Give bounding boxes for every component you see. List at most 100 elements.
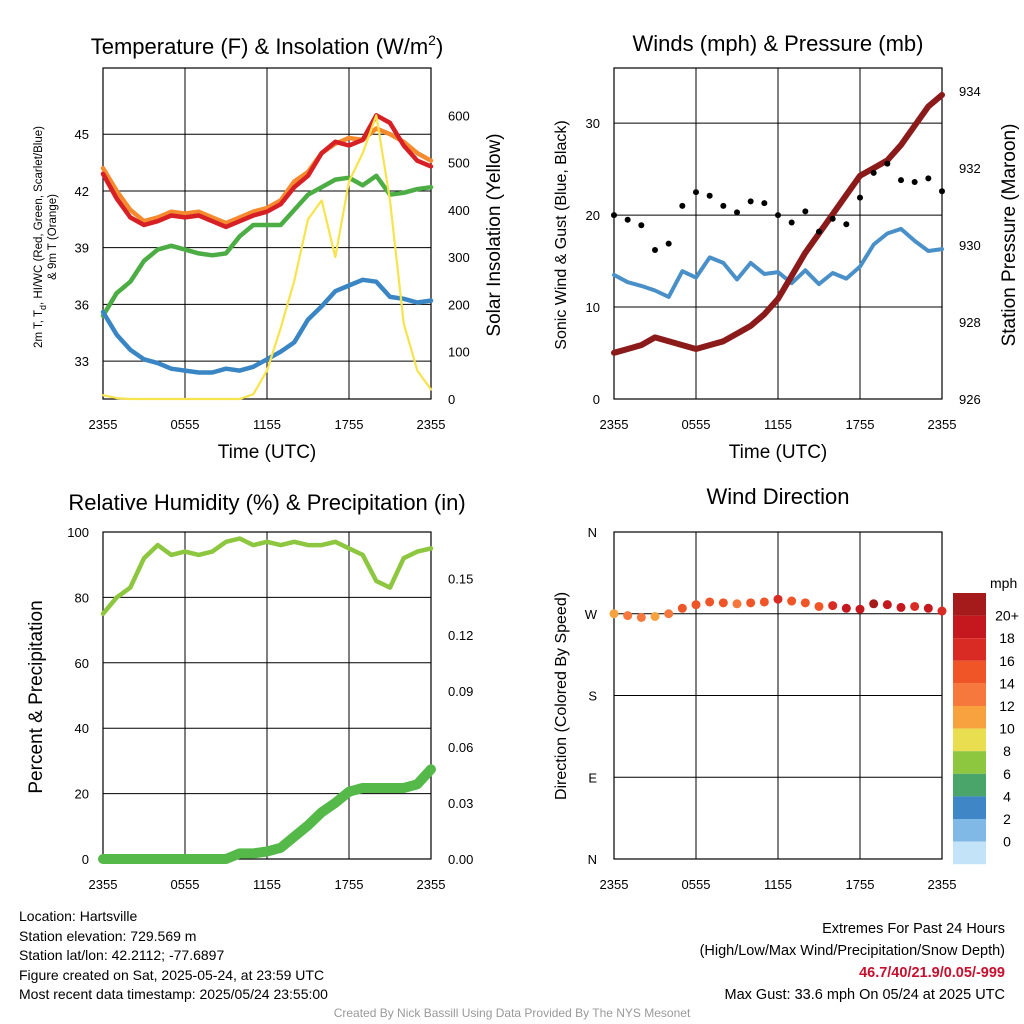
humidity-ytick-right-1: 0.03 (448, 796, 473, 811)
temperature-xtick-1: 0555 (171, 417, 200, 432)
temperature-xtick-4: 2355 (417, 417, 446, 432)
wind-direction-xtick-1: 0555 (682, 877, 711, 892)
wind-direction-point (705, 597, 715, 607)
extremes-box: Extremes For Past 24 Hours (High/Low/Max… (700, 918, 1005, 1006)
temperature-ytick-right-3: 300 (448, 250, 470, 265)
temperature-panel-title-sup: 2 (428, 32, 436, 48)
colorbar-swatch-5 (953, 706, 986, 729)
wind-direction-ylabel: Direction (Colored By Speed) (553, 592, 570, 800)
winds-xtick-0: 2355 (600, 417, 629, 432)
gust-point (706, 192, 713, 199)
extremes-subtitle: (High/Low/Max Wind/Precipitation/Snow De… (699, 943, 1005, 959)
gust-point (665, 240, 672, 247)
gust-point (925, 175, 932, 182)
temperature-ylabel-left-part1: 2m T, T (33, 310, 45, 348)
wind-direction-point (855, 604, 865, 614)
wind-direction-point (718, 598, 728, 608)
wind-direction-point (623, 611, 633, 621)
humidity-xtick-0: 2355 (89, 877, 118, 892)
wind-direction-point (732, 599, 742, 609)
temperature-ylabel-left-part2: , HI/WC (Red, Green, Scarlet/Blue) (33, 126, 45, 305)
humidity-ytick-left-2: 40 (75, 721, 89, 736)
temperature-xlabel: Time (UTC) (218, 442, 317, 463)
winds-xtick-3: 1755 (846, 417, 875, 432)
temperature-xtick-0: 2355 (89, 417, 118, 432)
wind-direction-point (609, 609, 619, 619)
wind-direction-point (937, 606, 947, 616)
winds-panel-title: Winds (mph) & Pressure (mb) (633, 31, 924, 56)
colorbar-swatch-0 (953, 593, 986, 616)
humidity-ylabel-left: Percent & Precipitation (26, 600, 47, 793)
gust-point (802, 208, 809, 215)
gust-point (898, 177, 904, 184)
max-gust: Max Gust: 33.6 mph On 05/24 at 2025 UTC (724, 987, 1005, 1003)
gust-point (939, 188, 945, 195)
insolation-line (101, 114, 433, 401)
extremes-values: 46.7/40/21.9/0.05/-999 (859, 965, 1005, 981)
winds-panel: Winds (mph) & Pressure (mb) Time (UTC) S… (553, 31, 1020, 463)
gust-point (652, 247, 658, 254)
gust-point (884, 160, 891, 167)
gust-point (720, 202, 727, 209)
temperature-ytick-right-5: 500 (448, 156, 470, 171)
relative-humidity-line (100, 536, 434, 617)
temperature-ylabel-right: Solar Insolation (Yellow) (484, 133, 505, 336)
temperature-ytick-left-3: 42 (75, 184, 89, 199)
humidity-xtick-2: 1155 (253, 877, 281, 892)
humidity-ytick-right-0: 0.00 (448, 852, 473, 867)
station-location: Location: Hartsville (19, 908, 138, 924)
temperature-ylabel-left-2: & 9m T (Orange) (47, 194, 59, 280)
humidity-ytick-right-5: 0.15 (448, 572, 473, 587)
colorbar-label-6: 8 (1003, 743, 1011, 759)
temperature-ytick-left-2: 39 (75, 241, 89, 256)
temperature-ytick-right-0: 0 (448, 392, 455, 407)
temperature-frame (102, 67, 432, 400)
gust-point (816, 228, 822, 235)
winds-ytick-left-2: 20 (586, 208, 600, 223)
winds-ytick-left-1: 10 (586, 300, 600, 315)
colorbar-title: mph (990, 575, 1017, 591)
humidity-xtick-1: 0555 (171, 877, 200, 892)
colorbar-label-5: 10 (999, 721, 1015, 737)
humidity-panel-title: Relative Humidity (%) & Precipitation (i… (68, 490, 465, 515)
temperature-ylabel-left-sub: d (38, 305, 48, 310)
winds-ytick-left-0: 0 (593, 392, 600, 407)
humidity-ytick-left-5: 100 (67, 525, 89, 540)
wind-direction-point (828, 601, 838, 611)
colorbar-label-10: 0 (1003, 834, 1011, 850)
wind-direction-xtick-2: 1155 (764, 877, 792, 892)
winds-ytick-right-3: 932 (959, 161, 981, 176)
winds-xtick-2: 1155 (764, 417, 792, 432)
wind-direction-panel: Wind Direction Direction (Colored By Spe… (553, 484, 1019, 892)
wind-direction-point (664, 609, 674, 619)
humidity-panel: Relative Humidity (%) & Precipitation (i… (26, 490, 473, 892)
humidity-ytick-right-3: 0.09 (448, 684, 473, 699)
wind-direction-point (636, 612, 646, 622)
gust-point (693, 189, 699, 196)
wind-direction-ytick-2: S (588, 689, 597, 704)
wind-direction-point (923, 603, 933, 613)
station-latlon: Station lat/lon: 42.2112; -77.6897 (19, 947, 225, 963)
credit-line: Created By Nick Bassill Using Data Provi… (333, 1006, 691, 1020)
winds-xtick-1: 0555 (682, 417, 711, 432)
temperature-panel-title-text: Temperature (F) & Insolation (W/m (91, 34, 428, 59)
temperature-ylabel-left-1: 2m T, Td, HI/WC (Red, Green, Scarlet/Blu… (33, 126, 48, 348)
wind-direction-point (787, 596, 797, 606)
wind-direction-xtick-4: 2355 (928, 877, 957, 892)
wind-direction-point (759, 597, 769, 607)
wind-direction-point (773, 594, 783, 604)
heat-index-windchill-line (100, 277, 434, 375)
gust-point (870, 169, 877, 176)
colorbar-label-8: 4 (1003, 788, 1011, 804)
temperature-panel-title-close: ) (436, 34, 443, 59)
wind-direction-point (746, 598, 756, 608)
wind-direction-point (677, 603, 687, 613)
humidity-ytick-left-0: 0 (82, 852, 89, 867)
wind-direction-point (882, 600, 892, 610)
wind-direction-point (691, 600, 701, 610)
wind-direction-point (841, 603, 851, 613)
temperature-ytick-left-0: 33 (75, 354, 89, 369)
temperature-ytick-right-1: 100 (448, 345, 470, 360)
temperature-xtick-3: 1755 (335, 417, 364, 432)
